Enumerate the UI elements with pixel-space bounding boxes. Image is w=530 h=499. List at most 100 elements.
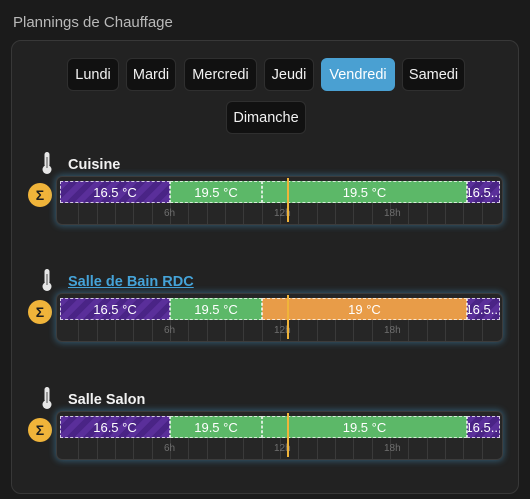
schedule-track[interactable]: 6h 12h 18h 16.5 °C 19.5 °C 19 °C 16.5... (56, 293, 503, 342)
hour-label: 18h (384, 208, 401, 219)
hour-tick (445, 318, 446, 341)
hour-tick (133, 318, 134, 341)
hour-tick (78, 436, 79, 459)
hour-tick (280, 201, 281, 224)
schedule-segment-comfort[interactable]: 19.5 °C (170, 416, 262, 438)
schedule-segment-comfort[interactable]: 19.5 °C (262, 416, 467, 438)
hour-tick (463, 318, 464, 341)
schedule-segment-comfort[interactable]: 19.5 °C (170, 298, 262, 320)
hour-tick (152, 318, 153, 341)
hour-tick (482, 318, 483, 341)
hour-tick (262, 318, 263, 341)
hour-tick (97, 436, 98, 459)
hour-tick (78, 318, 79, 341)
hour-tick (408, 318, 409, 341)
hour-tick (353, 436, 354, 459)
hour-label: 6h (164, 443, 176, 454)
hour-tick (298, 318, 299, 341)
current-time-marker (287, 295, 289, 339)
sigma-icon[interactable]: Σ (28, 300, 52, 324)
hour-tick (317, 201, 318, 224)
hour-label: 12h (274, 325, 291, 336)
sigma-icon[interactable]: Σ (28, 183, 52, 207)
hour-tick (188, 201, 189, 224)
hour-tick (207, 201, 208, 224)
hour-tick (427, 201, 428, 224)
hour-tick (207, 318, 208, 341)
hour-tick (482, 201, 483, 224)
schedule-segment-eco[interactable]: 16.5... (467, 298, 500, 320)
hour-tick (188, 436, 189, 459)
hour-tick (225, 318, 226, 341)
hour-tick (225, 436, 226, 459)
hour-tick (152, 201, 153, 224)
sigma-icon[interactable]: Σ (28, 418, 52, 442)
hour-tick (390, 318, 391, 341)
hour-tick (390, 201, 391, 224)
hour-tick (115, 201, 116, 224)
hour-tick (115, 436, 116, 459)
hour-tick (372, 318, 373, 341)
hour-tick (97, 318, 98, 341)
thermometer-icon (40, 151, 54, 175)
hour-tick (335, 318, 336, 341)
hour-tick (353, 201, 354, 224)
hour-label: 12h (274, 443, 291, 454)
room-name[interactable]: Salle de Bain RDC (68, 274, 194, 290)
schedule-segment-eco[interactable]: 16.5 °C (60, 181, 170, 203)
hour-tick (188, 318, 189, 341)
hour-tick (115, 318, 116, 341)
day-button-dimanche[interactable]: Dimanche (226, 101, 306, 134)
current-time-marker (287, 413, 289, 457)
hour-tick (97, 201, 98, 224)
hour-tick (372, 436, 373, 459)
schedule-track[interactable]: 6h 12h 18h 16.5 °C 19.5 °C 19.5 °C 16.5... (56, 411, 503, 460)
section-title: Plannings de Chauffage (13, 14, 173, 31)
hour-tick (152, 436, 153, 459)
day-button-mercredi[interactable]: Mercredi (184, 58, 257, 91)
schedule-segment-comfort[interactable]: 19.5 °C (170, 181, 262, 203)
day-button-mardi[interactable]: Mardi (126, 58, 176, 91)
current-time-marker (287, 178, 289, 222)
schedule-track[interactable]: 6h 12h 18h 16.5 °C 19.5 °C 19.5 °C 16.5... (56, 176, 503, 225)
day-button-jeudi[interactable]: Jeudi (264, 58, 314, 91)
day-button-vendredi[interactable]: Vendredi (321, 58, 395, 91)
hour-tick (298, 201, 299, 224)
thermometer-icon (40, 268, 54, 292)
hour-tick (243, 201, 244, 224)
hour-tick (317, 318, 318, 341)
hour-tick (427, 436, 428, 459)
hour-label: 18h (384, 443, 401, 454)
hour-tick (170, 201, 171, 224)
schedule-segment-eco[interactable]: 16.5... (467, 416, 500, 438)
hour-tick (353, 318, 354, 341)
hour-tick (445, 201, 446, 224)
schedule-card: Lundi Mardi Mercredi Jeudi Vendredi Samedi Dim… (11, 40, 519, 494)
hour-tick (262, 201, 263, 224)
day-button-samedi[interactable]: Samedi (402, 58, 465, 91)
schedule-segment-eco[interactable]: 16.5 °C (60, 416, 170, 438)
schedule-segment-medium[interactable]: 19 °C (262, 298, 467, 320)
hour-tick (335, 201, 336, 224)
day-button-lundi[interactable]: Lundi (67, 58, 119, 91)
schedule-segment-comfort[interactable]: 19.5 °C (262, 181, 467, 203)
hour-label: 6h (164, 325, 176, 336)
schedule-segment-eco[interactable]: 16.5 °C (60, 298, 170, 320)
hour-tick (372, 201, 373, 224)
hour-tick (335, 436, 336, 459)
thermometer-icon (40, 386, 54, 410)
hour-tick (317, 436, 318, 459)
hour-tick (170, 318, 171, 341)
hour-tick (133, 436, 134, 459)
hour-tick (482, 436, 483, 459)
hour-tick (262, 436, 263, 459)
schedule-segment-eco[interactable]: 16.5... (467, 181, 500, 203)
hour-tick (78, 201, 79, 224)
hour-tick (427, 318, 428, 341)
hour-label: 6h (164, 208, 176, 219)
hour-tick (207, 436, 208, 459)
hour-tick (243, 318, 244, 341)
hour-tick (170, 436, 171, 459)
hour-tick (243, 436, 244, 459)
hour-tick (408, 201, 409, 224)
